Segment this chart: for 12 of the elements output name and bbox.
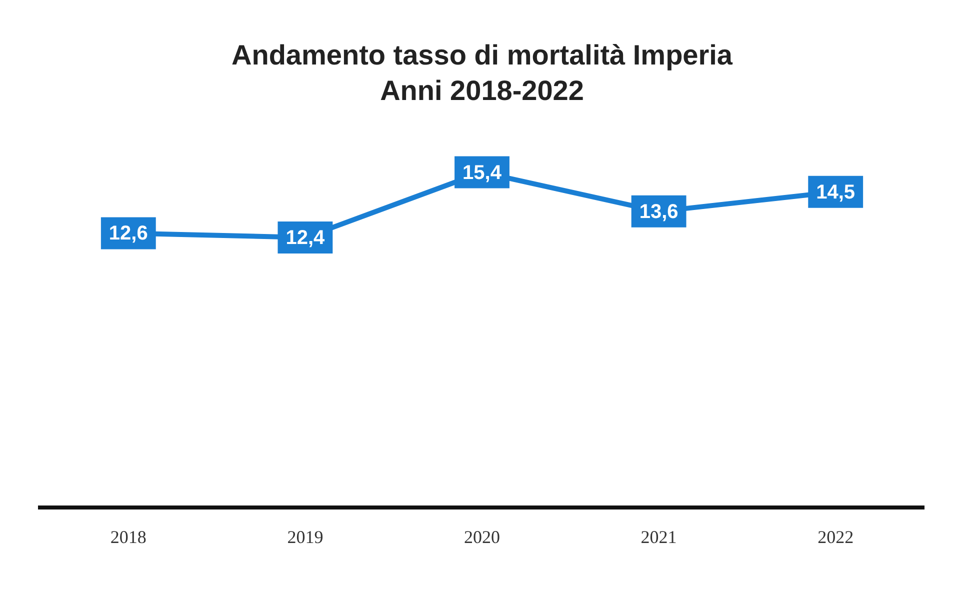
data-label: 12,4	[286, 227, 326, 250]
x-tick-label: 2021	[640, 526, 677, 547]
x-tick-label: 2022	[818, 526, 854, 547]
x-tick-label: 2018	[110, 526, 146, 547]
data-label: 12,6	[108, 222, 148, 245]
data-label: 14,5	[816, 181, 856, 204]
chart-subtitle: Anni 2018-2022	[380, 75, 584, 106]
x-tick-label: 2020	[464, 526, 500, 547]
data-label: 15,4	[462, 162, 502, 184]
data-label: 13,6	[639, 200, 678, 223]
x-tick-label: 2019	[287, 526, 324, 547]
chart-title: Andamento tasso di mortalità Imperia	[232, 40, 733, 71]
